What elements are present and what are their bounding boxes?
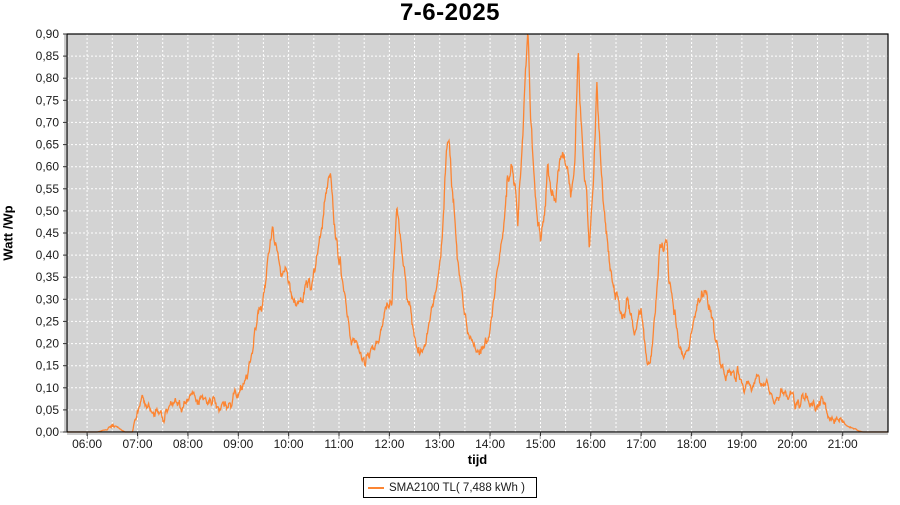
svg-text:0,35: 0,35	[36, 270, 60, 284]
svg-text:0,50: 0,50	[36, 204, 60, 218]
svg-text:0,05: 0,05	[36, 403, 60, 417]
svg-text:0,20: 0,20	[36, 337, 60, 351]
svg-text:15:00: 15:00	[525, 437, 555, 451]
svg-text:19:00: 19:00	[727, 437, 757, 451]
svg-text:0,45: 0,45	[36, 226, 60, 240]
svg-text:0,40: 0,40	[36, 248, 60, 262]
svg-text:0,65: 0,65	[36, 138, 60, 152]
svg-text:14:00: 14:00	[475, 437, 505, 451]
svg-text:10:00: 10:00	[274, 437, 304, 451]
svg-text:11:00: 11:00	[324, 437, 353, 451]
svg-text:0,15: 0,15	[36, 359, 60, 373]
svg-text:0,30: 0,30	[36, 292, 60, 306]
svg-text:08:00: 08:00	[173, 437, 203, 451]
svg-text:21:00: 21:00	[828, 437, 858, 451]
svg-text:20:00: 20:00	[777, 437, 807, 451]
svg-text:0,00: 0,00	[36, 425, 60, 439]
svg-text:13:00: 13:00	[425, 437, 455, 451]
svg-text:12:00: 12:00	[374, 437, 404, 451]
svg-text:0,80: 0,80	[36, 71, 60, 85]
svg-text:0,85: 0,85	[36, 49, 60, 63]
svg-text:17:00: 17:00	[626, 437, 656, 451]
svg-text:0,90: 0,90	[36, 27, 60, 41]
svg-text:0,70: 0,70	[36, 115, 60, 129]
svg-text:07:00: 07:00	[122, 437, 152, 451]
svg-text:0,10: 0,10	[36, 381, 60, 395]
svg-text:06:00: 06:00	[72, 437, 102, 451]
svg-text:16:00: 16:00	[576, 437, 606, 451]
svg-text:18:00: 18:00	[677, 437, 707, 451]
svg-text:09:00: 09:00	[223, 437, 253, 451]
svg-text:0,55: 0,55	[36, 182, 60, 196]
svg-text:0,60: 0,60	[36, 160, 60, 174]
svg-text:0,75: 0,75	[36, 93, 60, 107]
svg-text:0,25: 0,25	[36, 314, 60, 328]
